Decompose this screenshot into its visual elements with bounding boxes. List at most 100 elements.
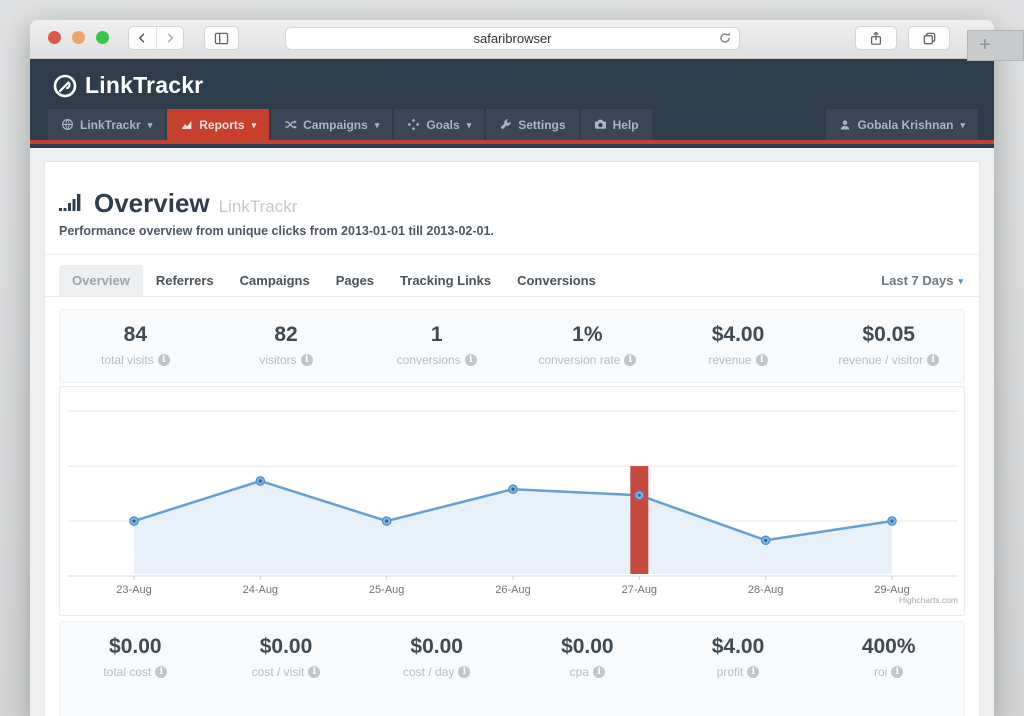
camera-icon bbox=[594, 118, 607, 131]
stat-label: revenue / visitor bbox=[838, 353, 924, 367]
sidebar-icon bbox=[214, 32, 229, 45]
nav-item-campaigns[interactable]: Campaigns ▾ bbox=[271, 109, 393, 140]
stat-revenue-visitor: $0.05 revenue / visitor i bbox=[813, 310, 964, 382]
info-icon[interactable]: i bbox=[927, 354, 940, 366]
shuffle-icon bbox=[284, 118, 297, 131]
nav-item-label: Help bbox=[612, 117, 639, 132]
nav-item-label: Reports bbox=[199, 117, 245, 132]
forward-icon bbox=[164, 32, 176, 44]
data-point-marker-core bbox=[385, 519, 389, 523]
app-navbar: LinkTrackr LinkTrackr ▾ Reports ▾ Campaigns ▾… bbox=[30, 59, 994, 148]
tab-conversions[interactable]: Conversions bbox=[517, 273, 596, 288]
nav-item-linktrackr[interactable]: LinkTrackr ▾ bbox=[48, 109, 166, 140]
x-axis-label: 28-Aug bbox=[748, 584, 783, 596]
share-icon bbox=[869, 31, 883, 46]
browser-window: safaribrowser LinkTrackr LinkTrackr ▾ Repo… bbox=[30, 20, 994, 716]
stat-cpa: $0.00 cpa i bbox=[512, 622, 663, 694]
area-fill bbox=[134, 480, 892, 574]
highlight-column bbox=[630, 466, 649, 574]
zoom-window-button[interactable] bbox=[96, 31, 109, 44]
stat-label: total cost bbox=[103, 665, 152, 679]
stat-label: conversion rate bbox=[538, 353, 621, 367]
nav-item-goals[interactable]: Goals ▾ bbox=[394, 109, 485, 140]
stat-value: $0.00 bbox=[410, 635, 463, 658]
back-icon bbox=[136, 32, 148, 44]
nav-item-reports[interactable]: Reports ▾ bbox=[167, 109, 270, 140]
caret-down-icon: ▾ bbox=[374, 120, 380, 130]
tab-referrers[interactable]: Referrers bbox=[155, 273, 214, 288]
caret-down-icon: ▾ bbox=[251, 120, 257, 130]
zoom-plus-icon[interactable]: + bbox=[967, 30, 1024, 61]
stat-conversion-rate: 1% conversion rate i bbox=[512, 310, 663, 382]
chart-credit[interactable]: Highcharts.com bbox=[899, 595, 958, 605]
minimize-window-button[interactable] bbox=[72, 31, 85, 44]
info-icon[interactable]: i bbox=[593, 666, 606, 678]
stat-label: cpa bbox=[569, 665, 590, 679]
info-icon[interactable]: i bbox=[300, 354, 313, 366]
stat-value: 84 bbox=[123, 323, 148, 346]
info-icon[interactable]: i bbox=[157, 354, 170, 366]
tab-tracking-links[interactable]: Tracking Links bbox=[400, 273, 492, 288]
goals-icon bbox=[407, 118, 420, 131]
stat-label: revenue bbox=[708, 353, 752, 367]
info-icon[interactable]: i bbox=[891, 666, 904, 678]
address-bar[interactable]: safaribrowser bbox=[285, 27, 740, 50]
user-name: Gobala Krishnan bbox=[857, 117, 954, 132]
info-icon[interactable]: i bbox=[308, 666, 321, 678]
stat-label: roi bbox=[874, 665, 888, 679]
nav-item-help[interactable]: Help bbox=[580, 109, 652, 140]
page-title-suffix: LinkTrackr bbox=[218, 197, 298, 216]
x-axis-label: 23-Aug bbox=[116, 584, 151, 596]
nav-item-label: LinkTrackr bbox=[80, 117, 141, 132]
nav-item-settings[interactable]: Settings bbox=[486, 109, 579, 140]
close-window-button[interactable] bbox=[48, 31, 61, 44]
info-icon[interactable]: i bbox=[747, 666, 760, 678]
stats-panel-top: 84 total visits i 82 visitors i 1 conversions i 1… bbox=[59, 309, 965, 383]
back-button[interactable] bbox=[129, 27, 156, 49]
user-icon bbox=[839, 119, 851, 131]
caret-down-icon: ▾ bbox=[958, 276, 963, 286]
data-point-marker-core bbox=[764, 538, 768, 542]
caret-down-icon: ▾ bbox=[466, 120, 472, 130]
signal-bars-icon bbox=[59, 192, 85, 212]
url-text: safaribrowser bbox=[473, 31, 552, 46]
date-range-select[interactable]: Last 7 Days ▾ bbox=[879, 265, 965, 296]
info-icon[interactable]: i bbox=[464, 354, 477, 366]
visits-area-chart[interactable]: 23-Aug 24-Aug 25-Aug 26-Aug 27-Aug 28-Aug 29-A… bbox=[60, 387, 964, 613]
stat-value: $4.00 bbox=[711, 323, 765, 346]
stat-label: total visits bbox=[100, 353, 154, 367]
user-menu-button[interactable]: Gobala Krishnan ▾ bbox=[826, 109, 978, 140]
stat-label: visitors bbox=[259, 353, 297, 367]
brand[interactable]: LinkTrackr bbox=[30, 59, 994, 99]
show-all-tabs-button[interactable] bbox=[908, 26, 950, 50]
stat-total-cost: $0.00 total cost i bbox=[60, 622, 211, 694]
stat-roi: 400% roi i bbox=[813, 622, 964, 694]
stat-revenue: $4.00 revenue i bbox=[663, 310, 814, 382]
stat-cost-visit: $0.00 cost / visit i bbox=[211, 622, 362, 694]
x-axis-label: 29-Aug bbox=[874, 584, 909, 596]
refresh-icon[interactable] bbox=[718, 31, 732, 45]
tab-overview[interactable]: Overview bbox=[59, 265, 143, 296]
info-icon[interactable]: i bbox=[624, 354, 637, 366]
stat-profit: $4.00 profit i bbox=[663, 622, 814, 694]
tab-pages[interactable]: Pages bbox=[335, 273, 375, 288]
forward-button[interactable] bbox=[155, 27, 184, 49]
stat-total-visits: 84 total visits i bbox=[60, 310, 211, 382]
sidebar-toggle-button[interactable] bbox=[204, 26, 239, 50]
stats-summary-bottom: $0.00 total cost i $0.00 cost / visit i $0.00 c… bbox=[60, 622, 964, 694]
info-icon[interactable]: i bbox=[458, 666, 471, 678]
report-subtitle: Performance overview from unique clicks … bbox=[59, 224, 494, 238]
stat-value: $0.00 bbox=[561, 635, 614, 658]
data-point-marker-core bbox=[890, 519, 894, 523]
browser-chrome: safaribrowser bbox=[30, 20, 994, 59]
tab-campaigns[interactable]: Campaigns bbox=[239, 273, 310, 288]
info-icon[interactable]: i bbox=[755, 354, 768, 366]
share-button[interactable] bbox=[855, 26, 897, 50]
stat-label: profit bbox=[716, 665, 744, 679]
stat-label: cost / visit bbox=[251, 665, 305, 679]
info-icon[interactable]: i bbox=[155, 666, 168, 678]
report-header: Overview LinkTrackr Performance overview… bbox=[45, 162, 979, 255]
stat-value: $0.00 bbox=[259, 635, 313, 658]
x-axis-label: 25-Aug bbox=[369, 584, 404, 596]
stat-cost-day: $0.00 cost / day i bbox=[361, 622, 512, 694]
